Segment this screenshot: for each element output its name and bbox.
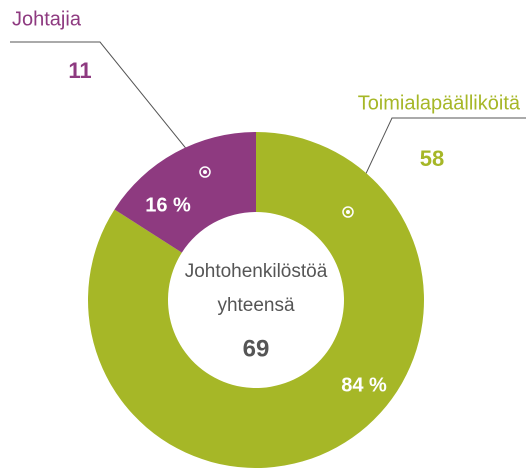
value-label: 58 (420, 146, 444, 171)
marker (203, 170, 207, 174)
category-label: Johtajia (12, 8, 82, 30)
marker (346, 210, 350, 214)
category-label: Toimialapäälliköitä (358, 92, 521, 114)
center-label: Johtohenkilöstöä (185, 261, 328, 282)
percent-label: 16 % (145, 194, 191, 216)
marker (342, 206, 354, 218)
donut-slice (87, 132, 424, 468)
leader-line (10, 41, 206, 173)
value-label: 11 (68, 58, 91, 83)
center-total: 69 (243, 335, 270, 362)
donut-slice (114, 132, 256, 253)
marker (199, 166, 211, 178)
center-label: yhteensä (217, 295, 295, 316)
percent-label: 84 % (341, 374, 387, 396)
